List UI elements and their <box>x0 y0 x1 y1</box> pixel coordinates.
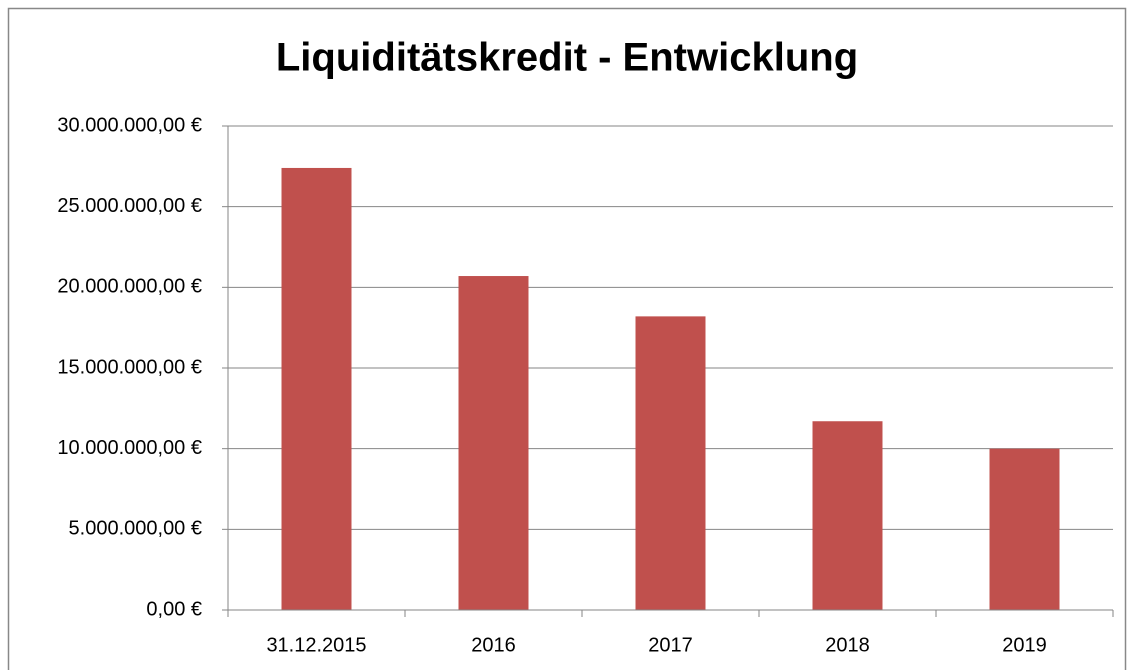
y-tick-label: 15.000.000,00 € <box>57 356 202 378</box>
bar <box>812 421 883 610</box>
x-tick-label: 2016 <box>471 634 516 656</box>
chart-title: Liquiditätskredit - Entwicklung <box>276 36 858 80</box>
y-tick-label: 20.000.000,00 € <box>57 276 202 298</box>
x-tick-label: 2018 <box>825 634 870 656</box>
y-tick-label: 0,00 € <box>146 598 202 620</box>
bar <box>635 316 706 610</box>
bar <box>281 167 352 611</box>
bar <box>458 276 529 610</box>
x-tick-label: 2017 <box>648 634 693 656</box>
chart-frame <box>7 7 1127 670</box>
bar <box>989 448 1060 610</box>
x-tick-label: 31.12.2015 <box>266 634 366 656</box>
y-tick-label: 10.000.000,00 € <box>57 437 202 459</box>
y-tick-label: 30.000.000,00 € <box>57 114 202 136</box>
x-tick-label: 2019 <box>1002 634 1047 656</box>
y-tick-label: 5.000.000,00 € <box>69 518 202 540</box>
y-tick-label: 25.000.000,00 € <box>57 195 202 217</box>
